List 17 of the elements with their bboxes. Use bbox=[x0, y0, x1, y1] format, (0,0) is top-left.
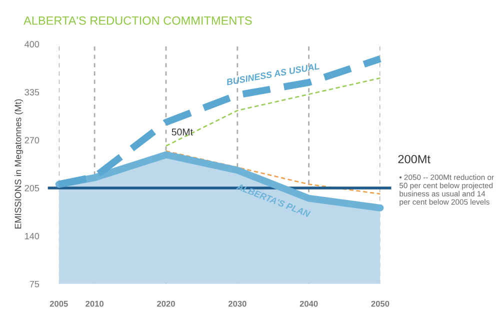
chart-title: ALBERTA'S REDUCTION COMMITMENTS bbox=[24, 16, 252, 25]
y-axis-title: EMISSIONS in Megatonnes (Mt) bbox=[14, 99, 23, 228]
x-tick-label: 2020 bbox=[157, 300, 175, 307]
x-tick-label: 2050 bbox=[371, 300, 390, 307]
x-tick-label: 2005 bbox=[50, 300, 68, 307]
y-tick-label: 270 bbox=[24, 136, 40, 144]
y-tick-label: 205 bbox=[24, 184, 40, 192]
y-tick-label: 400 bbox=[24, 41, 40, 48]
annotation: 50Mt bbox=[172, 128, 193, 136]
y-tick-label: 335 bbox=[24, 89, 40, 96]
x-tick-label: 2010 bbox=[86, 300, 104, 307]
y-tick-label: 75 bbox=[30, 280, 40, 288]
text: 200Mt bbox=[398, 154, 430, 164]
x-tick-label: 2030 bbox=[228, 300, 246, 307]
y-tick-label: 140 bbox=[25, 232, 40, 240]
text: BUSINESS AS USUAL bbox=[226, 62, 320, 86]
x-tick-label: 2040 bbox=[300, 300, 318, 307]
